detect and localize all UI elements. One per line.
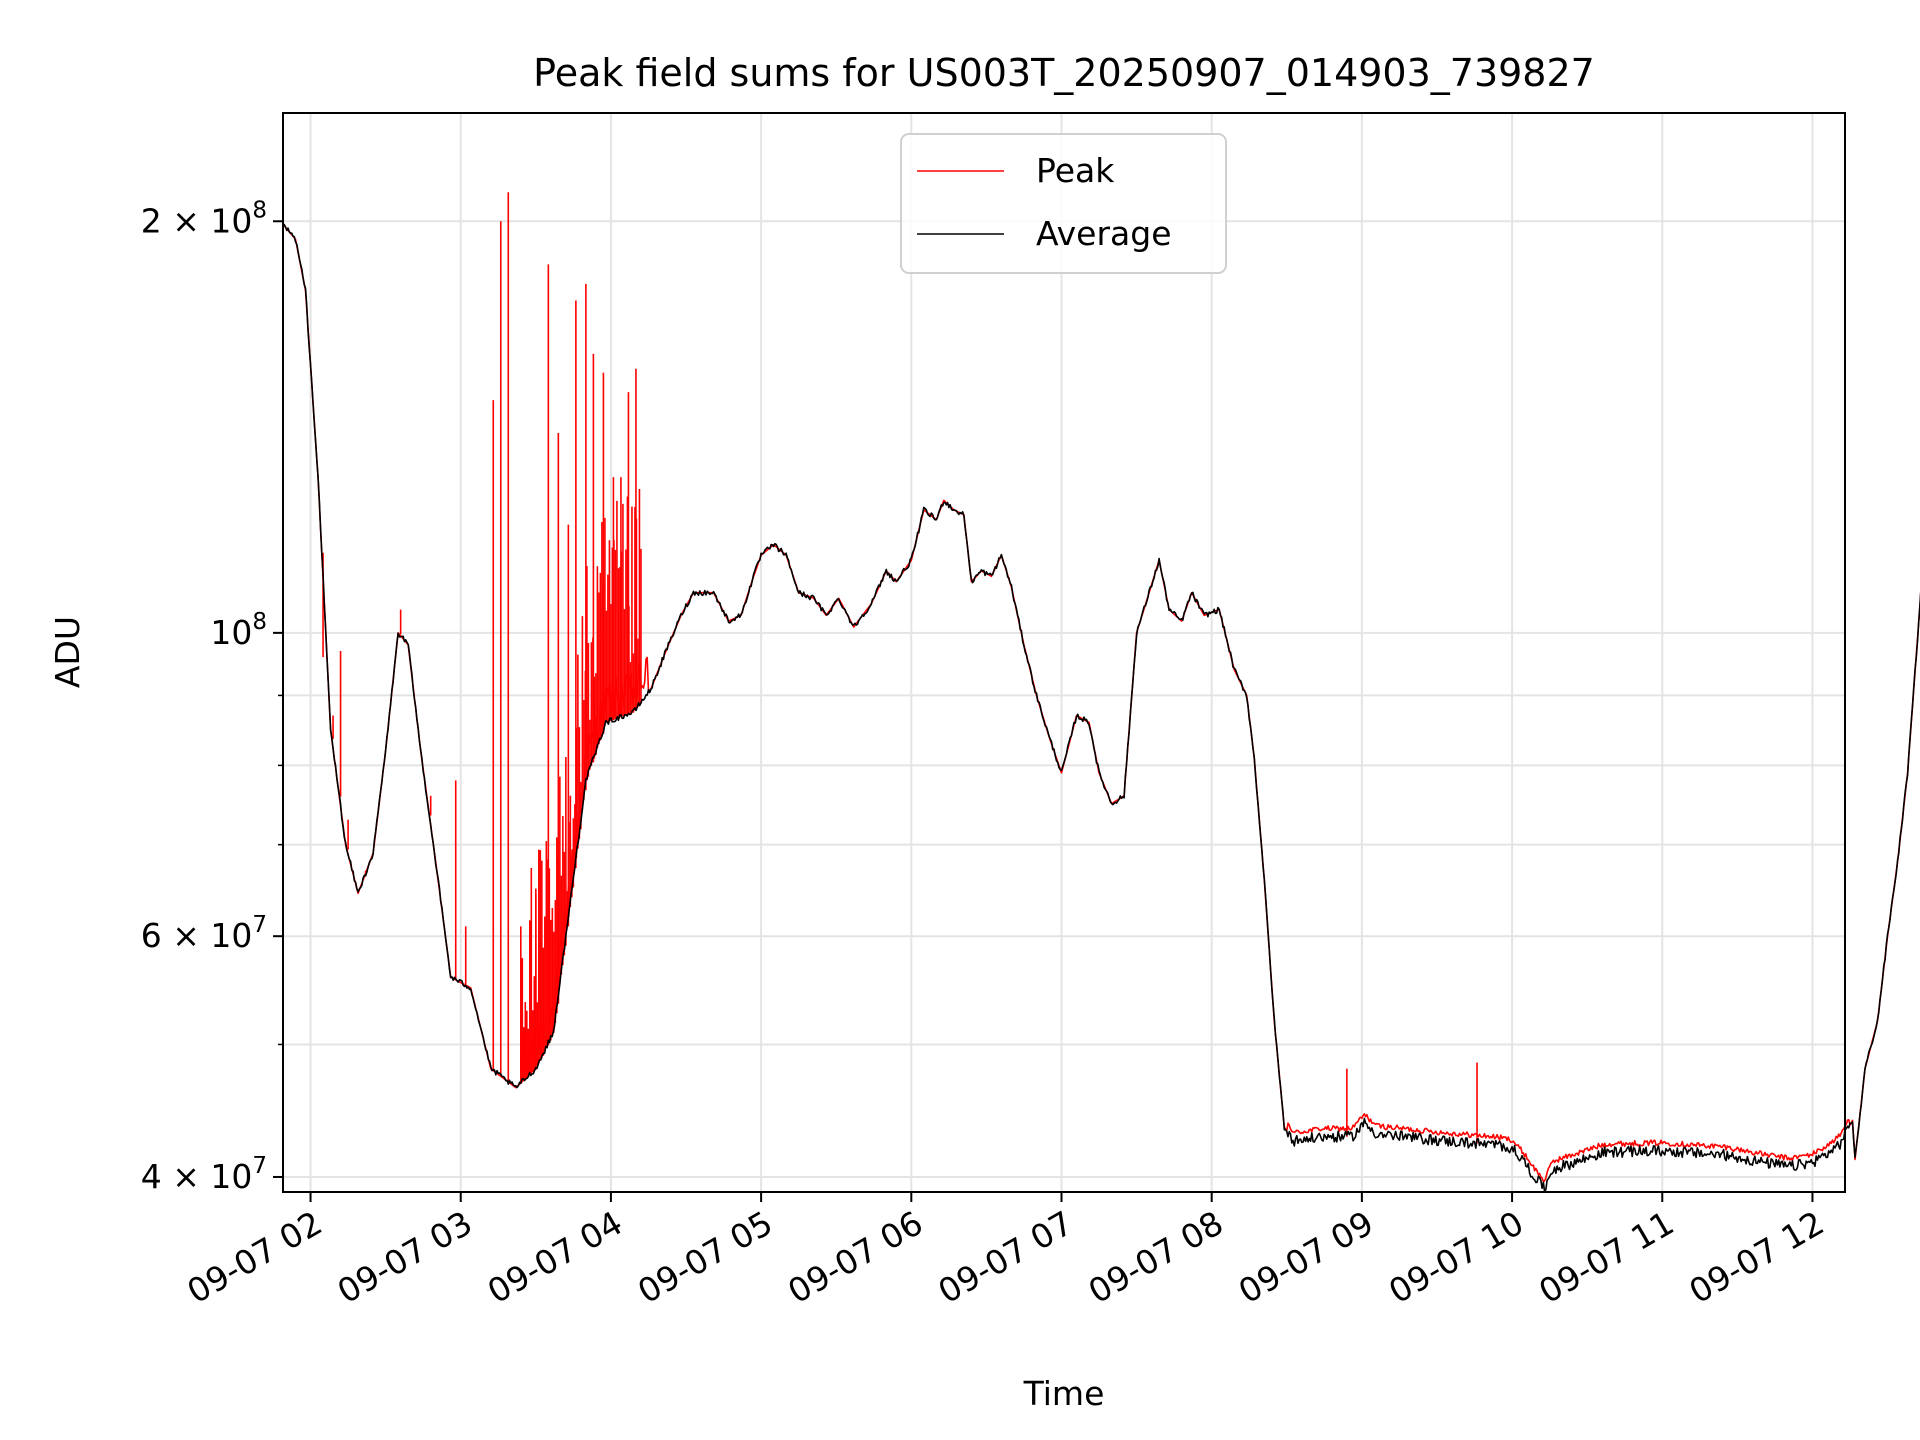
chart-title: Peak field sums for US003T_20250907_0149… <box>533 51 1595 95</box>
legend: Peak Average <box>900 133 1227 274</box>
y-tick-label: 6 × 107 <box>141 912 267 955</box>
x-axis-label: Time <box>1023 1374 1105 1413</box>
series-line-average <box>282 223 1920 1193</box>
plot-area-frame <box>282 112 1846 1193</box>
y-tick-label: 4 × 107 <box>141 1153 267 1196</box>
legend-label-peak: Peak <box>1036 151 1115 190</box>
legend-box <box>900 133 1227 274</box>
legend-label-average: Average <box>1036 214 1172 253</box>
series <box>282 192 1920 1193</box>
y-tick-label: 2 × 108 <box>141 197 267 240</box>
y-axis-label: ADU <box>48 616 87 688</box>
